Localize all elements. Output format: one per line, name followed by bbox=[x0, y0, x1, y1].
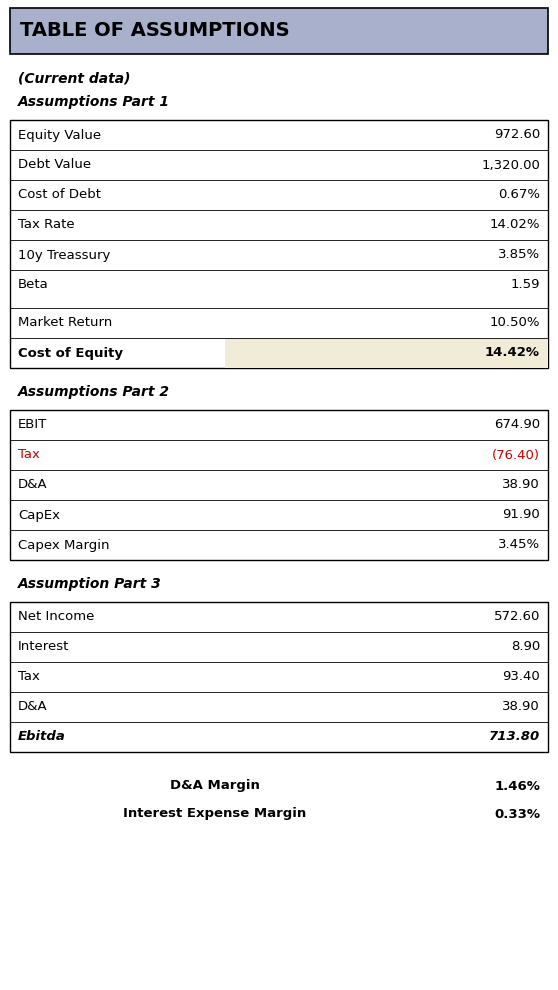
Text: 14.02%: 14.02% bbox=[489, 219, 540, 232]
Text: Tax Rate: Tax Rate bbox=[18, 219, 75, 232]
Text: Capex Margin: Capex Margin bbox=[18, 539, 109, 551]
Text: 0.33%: 0.33% bbox=[494, 808, 540, 821]
Text: Assumptions Part 1: Assumptions Part 1 bbox=[18, 95, 170, 109]
Text: Tax: Tax bbox=[18, 670, 40, 683]
Text: 1.46%: 1.46% bbox=[494, 779, 540, 793]
Bar bbox=[225, 338, 548, 368]
Text: TABLE OF ASSUMPTIONS: TABLE OF ASSUMPTIONS bbox=[20, 22, 290, 41]
Text: 10y Treassury: 10y Treassury bbox=[18, 248, 110, 261]
Text: (76.40): (76.40) bbox=[492, 448, 540, 461]
Text: Beta: Beta bbox=[18, 278, 49, 291]
Text: Debt Value: Debt Value bbox=[18, 158, 91, 171]
Text: 572.60: 572.60 bbox=[494, 611, 540, 624]
Text: 1.59: 1.59 bbox=[511, 278, 540, 291]
Text: Assumptions Part 2: Assumptions Part 2 bbox=[18, 385, 170, 399]
Text: 713.80: 713.80 bbox=[489, 731, 540, 743]
Text: 38.90: 38.90 bbox=[502, 701, 540, 714]
Text: CapEx: CapEx bbox=[18, 509, 60, 522]
Text: 10.50%: 10.50% bbox=[489, 317, 540, 330]
Text: Assumption Part 3: Assumption Part 3 bbox=[18, 577, 162, 591]
Text: 1,320.00: 1,320.00 bbox=[481, 158, 540, 171]
Text: D&A: D&A bbox=[18, 701, 47, 714]
Text: (Current data): (Current data) bbox=[18, 71, 131, 85]
Text: 674.90: 674.90 bbox=[494, 419, 540, 432]
Text: Market Return: Market Return bbox=[18, 317, 112, 330]
Text: Cost of Debt: Cost of Debt bbox=[18, 188, 101, 202]
Text: 8.90: 8.90 bbox=[511, 641, 540, 653]
Text: Tax: Tax bbox=[18, 448, 40, 461]
Bar bbox=[10, 410, 548, 560]
Text: 14.42%: 14.42% bbox=[485, 346, 540, 359]
Text: Cost of Equity: Cost of Equity bbox=[18, 346, 123, 359]
Text: D&A Margin: D&A Margin bbox=[170, 779, 259, 793]
Text: 972.60: 972.60 bbox=[494, 129, 540, 142]
Text: 3.85%: 3.85% bbox=[498, 248, 540, 261]
Text: 91.90: 91.90 bbox=[502, 509, 540, 522]
Text: EBIT: EBIT bbox=[18, 419, 47, 432]
Text: D&A: D&A bbox=[18, 478, 47, 491]
Bar bbox=[10, 602, 548, 752]
Bar bbox=[10, 8, 548, 54]
Text: 38.90: 38.90 bbox=[502, 478, 540, 491]
Text: Equity Value: Equity Value bbox=[18, 129, 101, 142]
Text: 0.67%: 0.67% bbox=[498, 188, 540, 202]
Text: Interest: Interest bbox=[18, 641, 69, 653]
Text: Net Income: Net Income bbox=[18, 611, 94, 624]
Text: Interest Expense Margin: Interest Expense Margin bbox=[123, 808, 306, 821]
Text: 93.40: 93.40 bbox=[502, 670, 540, 683]
Bar bbox=[10, 120, 548, 368]
Text: 3.45%: 3.45% bbox=[498, 539, 540, 551]
Text: Ebitda: Ebitda bbox=[18, 731, 66, 743]
